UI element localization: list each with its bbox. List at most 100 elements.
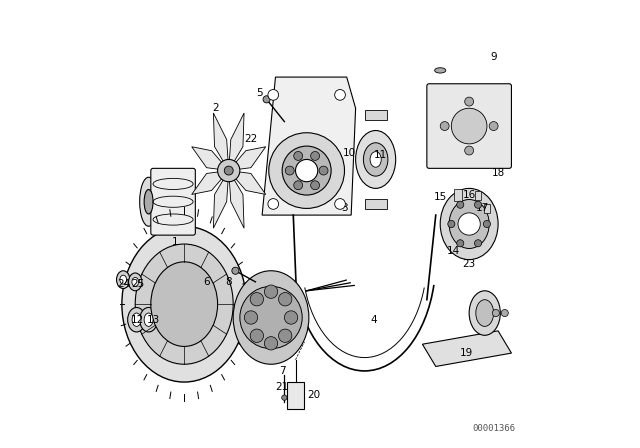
Text: 6: 6 <box>203 277 210 287</box>
Ellipse shape <box>122 226 246 382</box>
Circle shape <box>294 151 303 160</box>
Polygon shape <box>228 147 266 171</box>
Circle shape <box>250 293 264 306</box>
Circle shape <box>458 213 480 235</box>
Ellipse shape <box>140 177 157 226</box>
Polygon shape <box>228 171 266 194</box>
Circle shape <box>264 336 278 350</box>
Circle shape <box>282 395 287 401</box>
Bar <box>287 382 305 409</box>
Circle shape <box>285 166 294 175</box>
Ellipse shape <box>140 307 157 332</box>
Text: 3: 3 <box>341 203 348 213</box>
Circle shape <box>278 293 292 306</box>
Text: 20: 20 <box>307 390 320 401</box>
Polygon shape <box>192 171 228 194</box>
Text: 7: 7 <box>279 366 285 376</box>
Circle shape <box>489 121 498 130</box>
Circle shape <box>263 96 270 103</box>
Circle shape <box>294 181 303 190</box>
Ellipse shape <box>449 199 489 249</box>
Polygon shape <box>213 171 228 228</box>
Text: 10: 10 <box>342 148 355 158</box>
Text: 13: 13 <box>147 315 159 325</box>
Polygon shape <box>422 331 511 366</box>
Ellipse shape <box>469 291 500 335</box>
Circle shape <box>268 198 278 209</box>
Text: 19: 19 <box>460 348 474 358</box>
Ellipse shape <box>144 190 153 214</box>
Ellipse shape <box>370 152 381 167</box>
Circle shape <box>284 311 298 324</box>
Polygon shape <box>213 113 228 171</box>
Text: 8: 8 <box>225 277 232 287</box>
Ellipse shape <box>144 313 153 327</box>
Circle shape <box>474 240 482 247</box>
Ellipse shape <box>120 275 127 284</box>
Circle shape <box>492 310 499 317</box>
Circle shape <box>282 146 331 195</box>
Text: 2: 2 <box>212 103 219 113</box>
Circle shape <box>278 329 292 342</box>
Circle shape <box>310 151 319 160</box>
Circle shape <box>440 121 449 130</box>
Ellipse shape <box>440 188 498 260</box>
Polygon shape <box>192 147 228 171</box>
Circle shape <box>501 310 508 317</box>
Text: 9: 9 <box>490 52 497 62</box>
Text: 18: 18 <box>492 168 505 178</box>
Circle shape <box>264 285 278 298</box>
Bar <box>454 190 463 201</box>
Text: 12: 12 <box>131 315 144 325</box>
Text: 15: 15 <box>433 192 447 202</box>
Circle shape <box>465 146 474 155</box>
Circle shape <box>244 311 258 324</box>
Text: 11: 11 <box>374 150 387 160</box>
Ellipse shape <box>127 307 145 332</box>
Circle shape <box>451 108 487 144</box>
Text: 5: 5 <box>257 88 263 98</box>
Ellipse shape <box>129 273 142 291</box>
Text: 00001366: 00001366 <box>472 424 515 433</box>
Bar <box>365 110 387 120</box>
Circle shape <box>232 267 239 274</box>
Ellipse shape <box>364 143 388 176</box>
Ellipse shape <box>135 244 233 364</box>
FancyBboxPatch shape <box>151 168 195 235</box>
Polygon shape <box>228 171 244 228</box>
Circle shape <box>310 181 319 190</box>
Circle shape <box>250 329 264 342</box>
Circle shape <box>448 220 455 228</box>
Ellipse shape <box>356 130 396 188</box>
Text: 23: 23 <box>463 259 476 269</box>
Circle shape <box>335 90 346 100</box>
Polygon shape <box>262 77 356 215</box>
Ellipse shape <box>132 277 139 286</box>
Text: 4: 4 <box>370 315 377 325</box>
Ellipse shape <box>435 68 446 73</box>
Polygon shape <box>228 113 244 171</box>
Ellipse shape <box>233 271 309 364</box>
Circle shape <box>296 159 318 182</box>
Text: 16: 16 <box>463 190 476 200</box>
Circle shape <box>474 201 482 208</box>
Circle shape <box>224 166 233 175</box>
Circle shape <box>335 198 346 209</box>
Circle shape <box>268 90 278 100</box>
Circle shape <box>319 166 328 175</box>
Text: 1: 1 <box>172 237 179 247</box>
Text: 22: 22 <box>244 134 258 144</box>
Ellipse shape <box>132 313 141 327</box>
Circle shape <box>483 220 490 228</box>
Circle shape <box>457 201 464 208</box>
Circle shape <box>465 97 474 106</box>
Text: 24: 24 <box>118 279 131 289</box>
Text: 14: 14 <box>447 246 460 256</box>
Circle shape <box>218 159 240 182</box>
Bar <box>365 198 387 209</box>
Ellipse shape <box>151 262 218 346</box>
Circle shape <box>269 133 344 208</box>
Bar <box>484 204 490 213</box>
Circle shape <box>457 240 464 247</box>
Ellipse shape <box>476 300 493 327</box>
